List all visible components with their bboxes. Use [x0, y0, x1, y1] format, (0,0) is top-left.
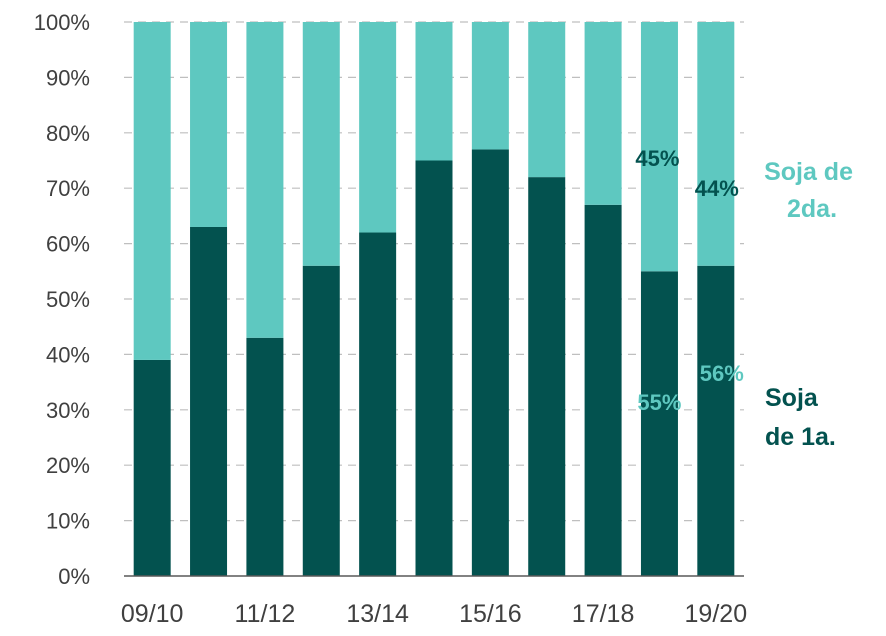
legend-label-soja-2da-line1: Soja de [764, 158, 853, 186]
data-label: 56% [700, 361, 744, 386]
bar-soja-2da [640, 22, 678, 272]
bar-soja-2da [133, 22, 171, 360]
data-label: 44% [695, 176, 739, 201]
y-tick-label: 50% [46, 287, 90, 312]
bar-soja-1a [133, 359, 171, 576]
x-tick-label: 13/14 [346, 600, 409, 628]
bar-soja-1a [584, 204, 622, 576]
y-tick-label: 40% [46, 342, 90, 367]
legend-label-soja-2da: Soja de 2da. [764, 158, 860, 223]
y-tick-label: 100% [34, 10, 90, 35]
x-tick-label: 19/20 [685, 600, 748, 628]
legend-label-soja-1a-line1: Soja [765, 384, 819, 412]
bar-soja-2da [302, 22, 340, 266]
y-tick-label: 60% [46, 232, 90, 257]
bar-soja-2da [697, 22, 735, 266]
bar-soja-2da [528, 22, 566, 178]
bar-soja-2da [415, 22, 453, 161]
x-tick-label: 15/16 [459, 600, 522, 628]
x-tick-label: 17/18 [572, 600, 635, 628]
legend-label-soja-2da-line2: 2da. [787, 195, 837, 223]
bar-soja-2da [246, 22, 284, 338]
bar-soja-2da [471, 22, 509, 150]
bar-soja-1a [190, 226, 228, 577]
y-axis-ticks: 0% 10% 20% 30% 40% 50% 60% 70% 80% 90% 100% [34, 10, 90, 589]
bar-soja-1a [640, 271, 678, 576]
bar-soja-1a [246, 337, 284, 576]
bar-soja-2da [359, 22, 397, 233]
x-tick-label: 09/10 [121, 600, 184, 628]
legend-label-soja-1a-line2: de 1a. [765, 423, 836, 451]
bar-soja-1a [697, 265, 735, 576]
bar-soja-1a [415, 160, 453, 576]
bar-soja-1a [471, 149, 509, 577]
y-tick-label: 0% [58, 564, 90, 589]
y-tick-label: 70% [46, 176, 90, 201]
y-tick-label: 30% [46, 398, 90, 423]
bar-soja-1a [302, 265, 340, 576]
x-axis-ticks: 09/10 11/12 13/14 15/16 17/18 19/20 [121, 600, 747, 628]
legend-label-soja-1a: Soja de 1a. [765, 384, 836, 451]
y-tick-label: 90% [46, 65, 90, 90]
bar-soja-2da [190, 22, 228, 227]
data-labels: 55% 56% 45% 44% [635, 146, 743, 415]
bar-soja-2da [584, 22, 622, 205]
x-tick-label: 11/12 [235, 600, 296, 628]
y-tick-label: 80% [46, 121, 90, 146]
bar-soja-1a [528, 177, 566, 576]
y-tick-label: 10% [46, 509, 90, 534]
data-label: 45% [635, 146, 679, 171]
y-tick-label: 20% [46, 453, 90, 478]
bar-soja-1a [359, 232, 397, 576]
bars [133, 22, 735, 577]
legend: Soja de 2da. Soja de 1a. [764, 158, 860, 451]
data-label: 55% [637, 390, 681, 415]
